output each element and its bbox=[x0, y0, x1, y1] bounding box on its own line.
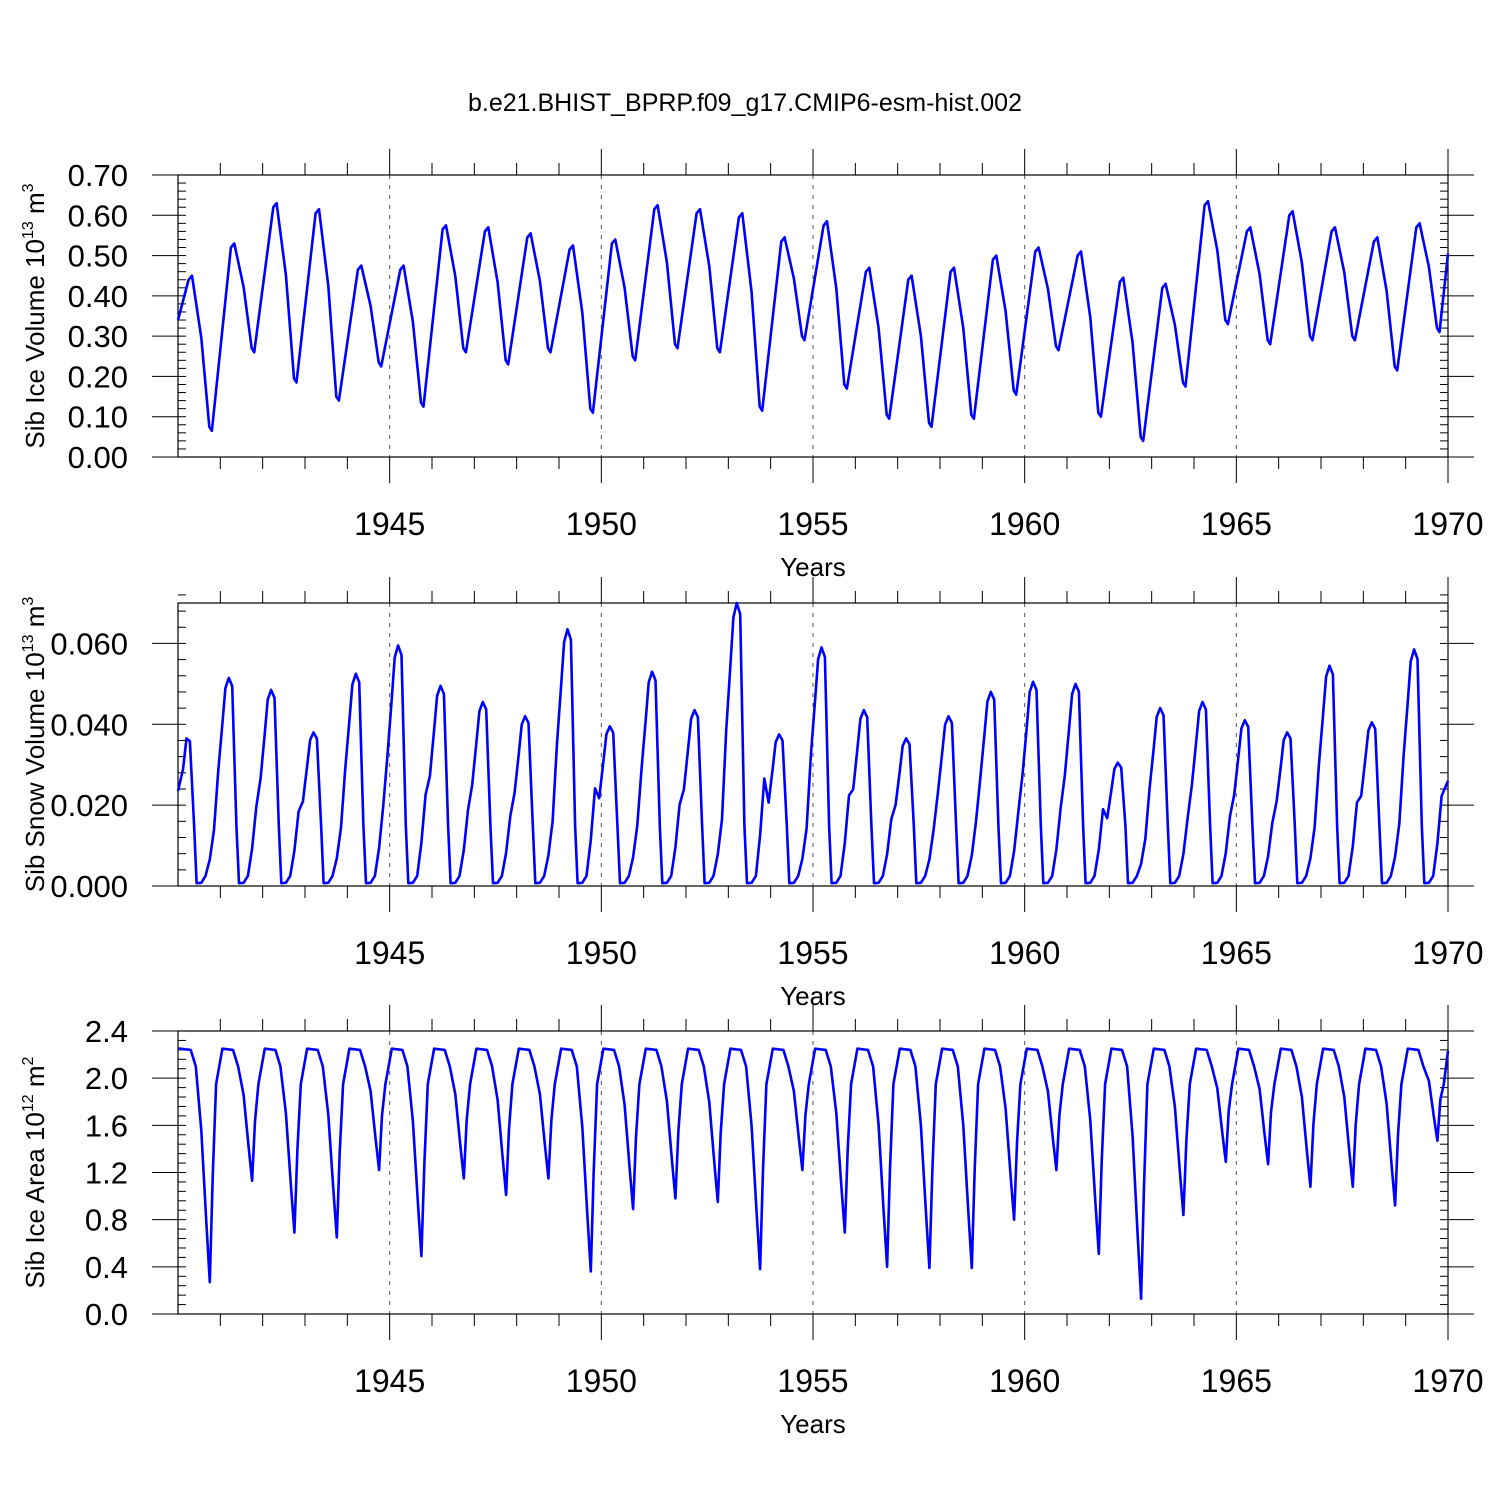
y-tick-label: 0.4 bbox=[85, 1250, 128, 1285]
y-tick-label: 1.6 bbox=[85, 1108, 128, 1143]
series-line bbox=[176, 199, 1450, 443]
y-tick-label: 0.30 bbox=[68, 319, 128, 354]
x-tick-label: 1960 bbox=[989, 935, 1060, 971]
x-tick-label: 1955 bbox=[777, 935, 848, 971]
series-line bbox=[178, 1047, 1450, 1300]
x-tick-label: 1965 bbox=[1201, 1363, 1272, 1399]
x-tick-label: 1945 bbox=[354, 1363, 425, 1399]
x-tick-label: 1945 bbox=[354, 506, 425, 542]
x-tick-label: 1955 bbox=[777, 506, 848, 542]
x-tick-label: 1970 bbox=[1412, 1363, 1483, 1399]
y-tick-label: 0.10 bbox=[68, 400, 128, 435]
y-tick-label: 0.000 bbox=[50, 869, 128, 904]
x-tick-label: 1950 bbox=[566, 506, 637, 542]
x-tick-label: 1965 bbox=[1201, 935, 1272, 971]
x-axis-label: Years bbox=[780, 1409, 846, 1439]
y-axis-label: Sib Ice Volume 1013 m3 bbox=[20, 183, 50, 448]
chart-title: b.e21.BHIST_BPRP.f09_g17.CMIP6-esm-hist.… bbox=[468, 89, 1022, 117]
y-tick-label: 0.60 bbox=[68, 198, 128, 233]
y-tick-label: 2.4 bbox=[85, 1014, 128, 1049]
x-tick-label: 1945 bbox=[354, 935, 425, 971]
y-tick-label: 2.0 bbox=[85, 1061, 128, 1096]
y-tick-label: 0.00 bbox=[68, 440, 128, 475]
x-tick-label: 1960 bbox=[989, 1363, 1060, 1399]
y-axis-label: Sib Ice Area 1012 m2 bbox=[20, 1056, 50, 1288]
y-tick-label: 0.040 bbox=[50, 707, 128, 742]
ice-area-panel: 0.0 0.4 0.8 1.2 1.6 2.0 2.4 1945 1950 1955 1960 196… bbox=[20, 1005, 1484, 1439]
y-tick-label: 0.20 bbox=[68, 359, 128, 394]
y-tick-label: 0.060 bbox=[50, 626, 128, 661]
series-line bbox=[176, 601, 1450, 885]
y-tick-label: 0.0 bbox=[85, 1297, 128, 1332]
y-tick-label: 0.40 bbox=[68, 279, 128, 314]
y-tick-label: 0.8 bbox=[85, 1203, 128, 1238]
ice-volume-panel: 0.00 0.10 0.20 0.30 0.40 0.50 0.60 0.70 1945 1950… bbox=[20, 149, 1484, 582]
y-tick-label: 0.020 bbox=[50, 788, 128, 823]
x-tick-label: 1950 bbox=[566, 1363, 637, 1399]
x-tick-label: 1955 bbox=[777, 1363, 848, 1399]
y-axis-label: Sib Snow Volume 1013 m3 bbox=[20, 597, 50, 893]
x-tick-label: 1965 bbox=[1201, 506, 1272, 542]
x-tick-label: 1970 bbox=[1412, 935, 1483, 971]
y-tick-label: 0.50 bbox=[68, 239, 128, 274]
x-tick-label: 1970 bbox=[1412, 506, 1483, 542]
y-tick-label: 0.70 bbox=[68, 158, 128, 193]
x-tick-label: 1960 bbox=[989, 506, 1060, 542]
y-tick-label: 1.2 bbox=[85, 1156, 128, 1191]
x-tick-label: 1950 bbox=[566, 935, 637, 971]
snow-volume-panel: 0.000 0.020 0.040 0.060 1945 1950 1955 1960 1965… bbox=[20, 577, 1484, 1011]
